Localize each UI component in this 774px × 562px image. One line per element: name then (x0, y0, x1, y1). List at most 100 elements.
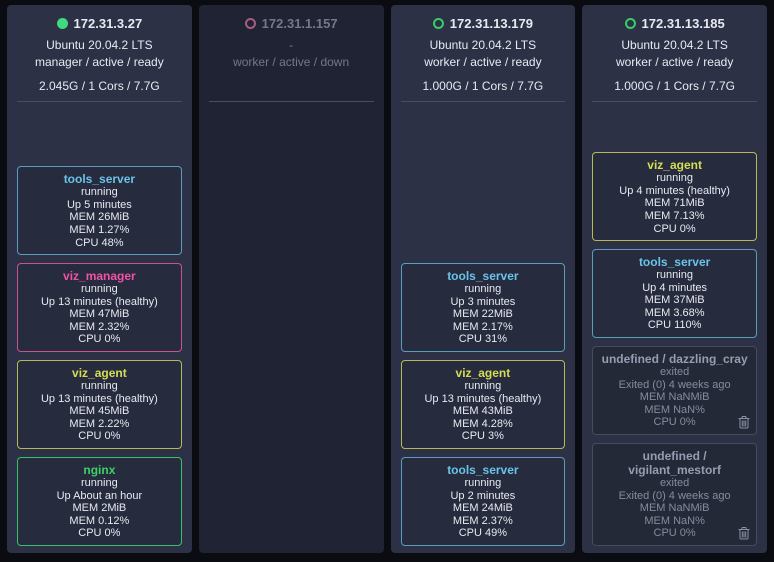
container-state: running (656, 269, 693, 282)
node-os: Ubuntu 20.04.2 LTS (429, 38, 537, 52)
node-divider (592, 101, 757, 102)
container-uptime: Up 2 minutes (450, 489, 516, 502)
node-ip-row: 172.31.1.157 (199, 16, 384, 31)
container-state: running (464, 380, 502, 393)
container-name: undefined / dazzling_cray (601, 352, 748, 367)
container-name: viz_agent (647, 158, 702, 173)
container-cpu: CPU 3% (461, 430, 504, 443)
container-mem-pct: MEM 2.32% (69, 320, 130, 333)
container-card: tools_server running Up 3 minutes MEM 22… (400, 263, 566, 353)
container-card: nginx running Up About an hour MEM 2MiB … (17, 457, 182, 546)
node-ip-row: 172.31.13.179 (391, 16, 576, 31)
container-name: tools_server (63, 172, 136, 187)
status-dot-ring-pink (244, 18, 256, 29)
node-resources: 2.045G / 1 Cors / 7.7G (39, 79, 160, 93)
container-uptime: Up 13 minutes (healthy) (40, 295, 158, 308)
container-name: nginx (83, 463, 116, 478)
node-os: Ubuntu 20.04.2 LTS (46, 38, 153, 52)
node-usage: 46% / 52.43% / 33% (391, 96, 576, 98)
container-cpu: CPU 48% (75, 236, 124, 249)
container-cpu: CPU 0% (653, 222, 696, 235)
container-cpu: CPU 0% (653, 527, 696, 540)
container-uptime: Up 13 minutes (healthy) (40, 392, 158, 405)
container-state: running (81, 186, 118, 199)
node-resources: 1.000G / 1 Cors / 7.7G (614, 79, 735, 93)
container-card: undefined / vigilant_mestorf exited Exit… (592, 443, 757, 546)
container-cpu: CPU 110% (647, 319, 702, 332)
container-list: viz_agent running Up 4 minutes (healthy)… (582, 108, 767, 546)
node-os: - (289, 38, 294, 52)
status-dot-ring-green (432, 18, 444, 29)
container-mem-pct: MEM 7.13% (644, 209, 705, 222)
container-card: tools_server running Up 2 minutes MEM 24… (400, 457, 566, 546)
container-mem: MEM 37MiB (644, 294, 705, 307)
node-usage: 26% / 1% / 38% (7, 96, 192, 98)
container-mem-pct: MEM NaN% (644, 514, 705, 527)
container-card: viz_agent running Up 13 minutes (healthy… (400, 360, 566, 450)
container-name: viz_manager (63, 269, 136, 284)
node-os: Ubuntu 20.04.2 LTS (621, 38, 728, 52)
container-uptime: Up 13 minutes (healthy) (424, 392, 542, 405)
container-mem: MEM 71MiB (644, 197, 705, 210)
node-ip: 172.31.13.179 (449, 16, 533, 31)
container-state: running (81, 380, 118, 393)
container-mem-pct: MEM 4.28% (452, 417, 513, 430)
container-state: running (656, 172, 693, 185)
container-card: tools_server running Up 4 minutes MEM 37… (592, 249, 757, 339)
container-card: tools_server running Up 5 minutes MEM 26… (17, 166, 182, 256)
container-uptime: Up 4 minutes (healthy) (619, 184, 730, 197)
node-header: 172.31.3.27 Ubuntu 20.04.2 LTS manager /… (7, 14, 192, 98)
node-usage: 46% / 31.34% / 34% (582, 96, 767, 98)
container-list: tools_server running Up 5 minutes MEM 26… (7, 108, 192, 546)
status-dot-ring-green (624, 18, 636, 29)
container-name: tools_server (638, 255, 711, 270)
container-mem: MEM 26MiB (69, 211, 130, 224)
node-ip: 172.31.13.185 (641, 16, 725, 31)
container-mem-pct: MEM 3.68% (644, 306, 705, 319)
node-ip-row: 172.31.13.185 (582, 16, 767, 31)
container-mem-pct: MEM 0.12% (69, 514, 130, 527)
node-resources: 1.000G / 1 Cors / 7.7G (422, 79, 544, 93)
container-mem-pct: MEM 1.27% (69, 223, 130, 236)
container-mem-pct: MEM NaN% (644, 403, 705, 416)
container-uptime: Up About an hour (56, 489, 143, 502)
container-state: exited (659, 366, 690, 379)
container-cpu: CPU 49% (458, 527, 508, 540)
container-mem-pct: MEM 2.22% (69, 417, 130, 430)
node-role-status: worker / active / ready (424, 55, 542, 69)
node-ip: 172.31.1.157 (261, 16, 338, 31)
container-list (199, 108, 384, 546)
node-card: 172.31.1.157 - worker / active / down (198, 5, 384, 553)
container-mem: MEM 22MiB (452, 308, 513, 321)
container-cpu: CPU 31% (458, 333, 508, 346)
container-card: viz_agent running Up 4 minutes (healthy)… (592, 152, 757, 242)
trash-icon[interactable] (738, 415, 750, 429)
container-list: tools_server running Up 3 minutes MEM 22… (391, 108, 576, 546)
container-state: running (464, 477, 502, 490)
container-cpu: CPU 0% (78, 430, 121, 443)
node-role-status: worker / active / down (233, 55, 350, 69)
node-ip: 172.31.3.27 (73, 16, 143, 31)
container-cpu: CPU 0% (78, 527, 121, 540)
trash-icon[interactable] (738, 526, 750, 540)
container-uptime: Exited (0) 4 weeks ago (618, 489, 731, 502)
container-card: viz_agent running Up 13 minutes (healthy… (17, 360, 182, 450)
node-card: 172.31.13.179 Ubuntu 20.04.2 LTS worker … (390, 5, 576, 553)
container-uptime: Up 3 minutes (450, 295, 516, 308)
node-role-status: worker / active / ready (615, 55, 734, 69)
container-card: viz_manager running Up 13 minutes (healt… (17, 263, 182, 353)
node-divider (400, 101, 566, 102)
container-state: running (81, 283, 118, 296)
container-mem-pct: MEM 2.37% (452, 514, 513, 527)
container-uptime: Up 4 minutes (642, 281, 708, 294)
container-name: undefined / vigilant_mestorf (628, 449, 721, 478)
node-card: 172.31.3.27 Ubuntu 20.04.2 LTS manager /… (7, 5, 192, 553)
container-card: undefined / dazzling_cray exited Exited … (592, 346, 757, 436)
container-name: tools_server (447, 463, 519, 478)
container-uptime: Exited (0) 4 weeks ago (618, 378, 731, 391)
container-state: running (81, 477, 118, 490)
container-mem: MEM 45MiB (69, 405, 130, 418)
container-name: viz_agent (455, 366, 511, 381)
node-divider (17, 101, 182, 102)
